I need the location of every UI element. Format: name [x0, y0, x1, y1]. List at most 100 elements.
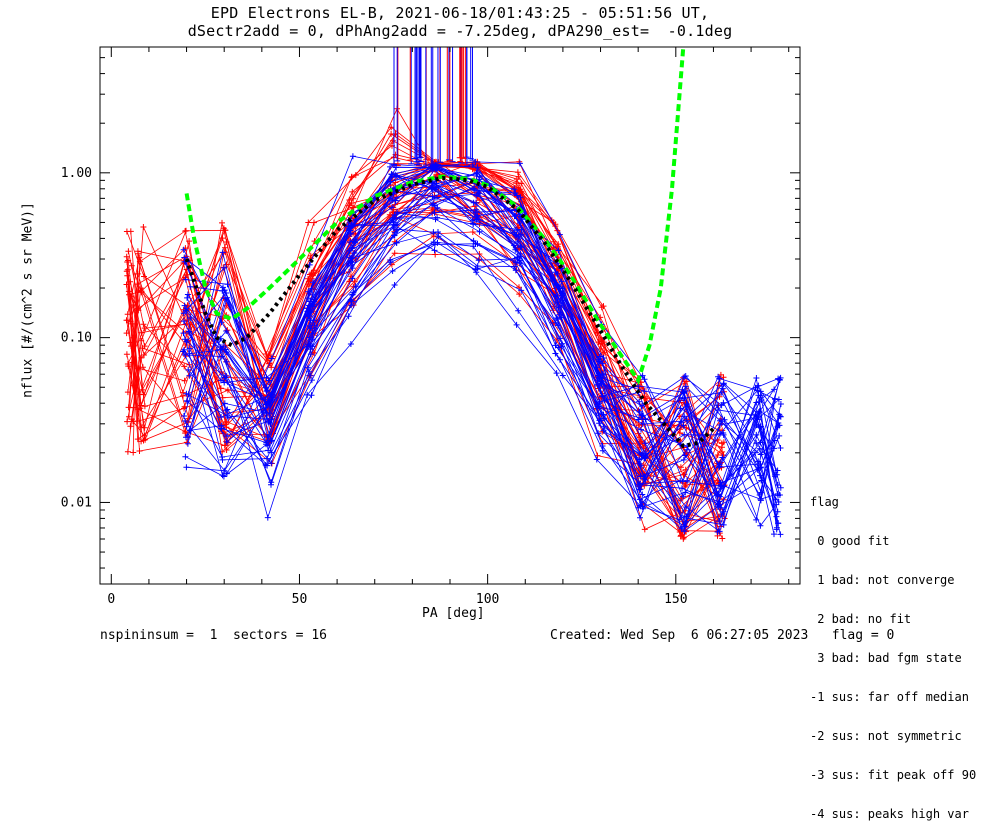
- legend-item: 2 bad: no fit: [810, 612, 912, 626]
- spectrum-line: [188, 172, 778, 500]
- footer-right: Created: Wed Sep 6 06:27:05 2023 flag = …: [550, 628, 895, 643]
- data-point-marker: [430, 239, 437, 245]
- data-point-marker: [473, 206, 480, 213]
- data-point-marker: [475, 216, 481, 223]
- data-point-marker: [473, 170, 480, 177]
- data-point-marker: [513, 232, 520, 239]
- data-point-marker: [758, 397, 765, 403]
- data-point-marker: [141, 325, 148, 332]
- data-point-marker: [221, 442, 228, 449]
- data-point-marker: [757, 522, 764, 529]
- data-point-marker: [224, 327, 231, 334]
- data-point-marker: [224, 281, 231, 288]
- spectrum-line: [127, 185, 723, 539]
- data-point-marker: [183, 439, 190, 446]
- data-point-marker: [677, 477, 684, 484]
- data-point-marker: [126, 413, 132, 420]
- data-point-marker: [262, 384, 269, 391]
- data-point-marker: [268, 449, 275, 456]
- data-point-marker: [310, 317, 317, 324]
- data-point-marker: [681, 534, 687, 541]
- data-point-marker: [349, 153, 356, 160]
- data-point-marker: [639, 499, 646, 506]
- data-point-marker: [756, 408, 763, 415]
- data-point-marker: [141, 403, 148, 410]
- data-point-marker: [518, 287, 525, 294]
- data-point-marker: [594, 330, 601, 336]
- data-point-marker: [348, 174, 355, 181]
- data-point-marker: [514, 254, 520, 261]
- data-point-marker: [515, 173, 522, 180]
- data-point-marker: [387, 259, 394, 266]
- data-layer: [123, 47, 784, 542]
- data-point-marker: [776, 422, 783, 429]
- data-point-marker: [594, 403, 601, 410]
- data-point-marker: [635, 416, 642, 423]
- data-point-marker: [348, 298, 355, 305]
- data-point-marker: [182, 453, 189, 460]
- data-point-marker: [556, 231, 563, 238]
- data-point-marker: [514, 227, 520, 234]
- data-point-marker: [681, 471, 688, 478]
- data-point-marker: [516, 158, 523, 165]
- data-point-marker: [515, 184, 522, 191]
- data-point-marker: [601, 349, 607, 356]
- data-point-marker: [140, 321, 147, 328]
- data-point-marker: [719, 454, 726, 461]
- data-point-marker: [511, 213, 518, 220]
- x-tick-label: 150: [664, 592, 687, 607]
- data-point-marker: [554, 316, 561, 323]
- data-point-marker: [554, 243, 561, 250]
- data-point-marker: [552, 350, 559, 357]
- data-point-marker: [515, 307, 522, 314]
- data-point-marker: [180, 392, 186, 399]
- data-point-marker: [513, 321, 520, 328]
- data-point-marker: [684, 477, 690, 484]
- data-point-marker: [682, 378, 688, 385]
- spectrum-line: [186, 178, 780, 503]
- data-point-marker: [679, 485, 685, 492]
- data-point-marker: [218, 319, 225, 326]
- data-point-marker: [429, 185, 436, 192]
- data-point-marker: [219, 472, 226, 479]
- data-point-marker: [720, 508, 727, 515]
- data-point-marker: [753, 375, 760, 381]
- data-point-marker: [130, 418, 136, 425]
- data-point-marker: [775, 499, 782, 505]
- data-point-marker: [134, 248, 141, 255]
- data-point-marker: [472, 266, 479, 273]
- data-point-marker: [476, 228, 483, 235]
- data-point-marker: [349, 292, 356, 298]
- data-point-marker: [594, 381, 601, 388]
- data-point-marker: [719, 385, 726, 392]
- data-point-marker: [431, 241, 438, 248]
- spectrum-line: [189, 242, 779, 502]
- data-point-marker: [134, 436, 141, 443]
- data-point-marker: [345, 313, 352, 320]
- data-point-marker: [123, 253, 130, 260]
- data-point-marker: [753, 516, 760, 523]
- data-point-marker: [264, 514, 271, 521]
- data-point-marker: [307, 309, 314, 316]
- data-point-marker: [135, 287, 142, 293]
- data-point-marker: [636, 398, 643, 405]
- data-point-marker: [218, 414, 225, 421]
- data-point-marker: [223, 470, 230, 477]
- data-point-marker: [473, 199, 479, 206]
- data-point-marker: [637, 481, 643, 488]
- data-point-marker: [265, 351, 272, 358]
- data-point-marker: [772, 471, 779, 478]
- data-point-marker: [187, 283, 194, 290]
- data-point-marker: [641, 526, 648, 533]
- data-point-marker: [138, 438, 145, 445]
- spectrum-line: [184, 173, 782, 529]
- data-point-marker: [390, 221, 397, 228]
- spectrum-line: [183, 168, 776, 497]
- legend-item: 3 bad: bad fgm state: [810, 651, 962, 665]
- data-point-marker: [638, 426, 644, 433]
- data-point-marker: [124, 317, 131, 324]
- fit-layer: [184, 47, 715, 449]
- data-point-marker: [771, 386, 778, 393]
- data-point-marker: [219, 235, 226, 242]
- data-point-marker: [683, 401, 690, 407]
